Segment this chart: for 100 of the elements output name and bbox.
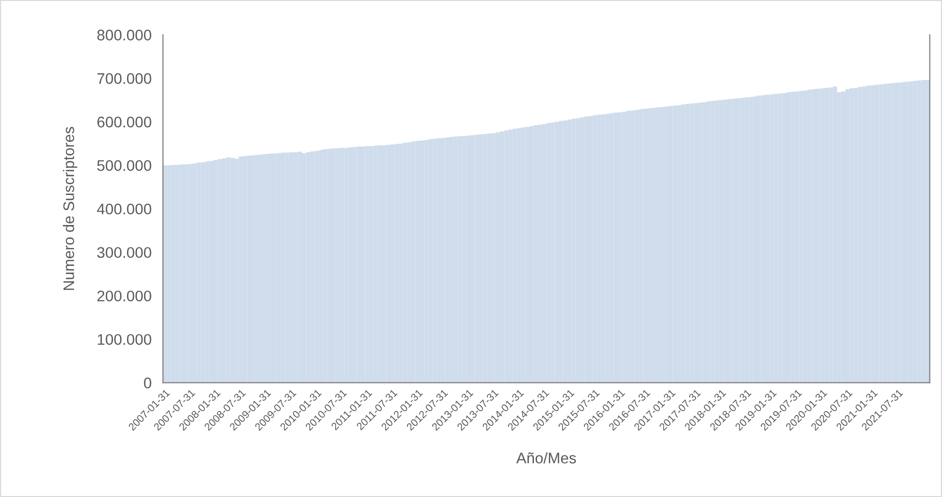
bar: [512, 128, 517, 383]
bar: [874, 84, 880, 383]
bar: [676, 105, 682, 383]
bar: [567, 120, 572, 383]
bar: [584, 116, 588, 383]
bar: [222, 158, 226, 383]
bar: [521, 127, 526, 383]
bar: [862, 86, 867, 383]
bar: [184, 164, 188, 383]
bar: [462, 136, 466, 383]
bar: [445, 137, 450, 383]
bar: [432, 138, 437, 383]
bar: [752, 96, 758, 383]
bar: [896, 82, 900, 383]
bar: [360, 146, 366, 383]
bar: [761, 95, 766, 383]
bar: [483, 134, 488, 383]
bar: [302, 153, 306, 383]
bar: [618, 112, 622, 383]
x-axis-title: Año/Mes: [516, 452, 576, 464]
bar: [858, 86, 862, 383]
bar: [243, 156, 248, 383]
bar: [719, 100, 724, 383]
bar: [664, 106, 669, 383]
bar: [614, 112, 618, 383]
bar: [394, 144, 399, 383]
bar: [879, 84, 884, 383]
bar: [230, 158, 235, 383]
bar: [272, 154, 277, 383]
bar: [196, 162, 201, 383]
bar: [436, 138, 442, 383]
bar: [572, 118, 576, 383]
bar: [714, 100, 720, 383]
bar: [331, 148, 336, 383]
bar: [803, 90, 808, 383]
bar: [841, 91, 846, 383]
bar: [706, 101, 711, 383]
bar: [336, 148, 340, 383]
bar: [643, 108, 648, 383]
bar: [652, 108, 656, 383]
bar: [685, 104, 690, 383]
y-tick-label: 200.000: [97, 290, 152, 302]
bar: [276, 153, 281, 383]
bar: [441, 138, 446, 383]
bar: [340, 148, 344, 383]
bar: [310, 151, 315, 383]
bar: [630, 110, 635, 383]
bar: [892, 83, 896, 383]
y-tick-label: 500.000: [97, 160, 152, 171]
bar: [474, 134, 479, 383]
bar: [824, 88, 829, 383]
bar: [736, 98, 740, 383]
bar: [866, 86, 871, 383]
bar: [508, 130, 513, 383]
bar: [318, 150, 324, 383]
bar: [694, 103, 698, 383]
bar: [690, 104, 694, 383]
bar: [176, 164, 180, 383]
bar: [289, 152, 294, 383]
y-tick-label: 100.000: [98, 334, 152, 345]
bar: [200, 162, 206, 383]
bar: [774, 94, 778, 383]
bar: [728, 99, 732, 383]
bar: [563, 120, 568, 383]
bar: [534, 125, 538, 383]
bar: [424, 140, 428, 383]
bar: [449, 136, 454, 383]
bar: [264, 154, 268, 383]
bar: [500, 131, 504, 383]
bar: [458, 136, 462, 383]
bar: [171, 164, 176, 383]
bar: [306, 152, 310, 383]
bar: [770, 94, 774, 383]
bar: [298, 152, 302, 383]
bar: [592, 115, 597, 383]
bar: [374, 146, 378, 383]
bar: [912, 80, 918, 383]
bar: [525, 126, 530, 383]
bar: [542, 124, 546, 383]
bar: [530, 126, 534, 383]
bar: [280, 152, 286, 383]
bar: [365, 146, 370, 383]
bar: [870, 85, 875, 383]
bar: [546, 123, 551, 383]
bar: [660, 106, 664, 383]
bar: [672, 106, 677, 383]
bar: [327, 148, 332, 383]
bar: [403, 142, 408, 383]
bar: [698, 102, 702, 383]
bar: [378, 145, 382, 383]
bar: [622, 112, 626, 383]
bar: [917, 80, 922, 383]
bar: [904, 82, 909, 383]
bar: [234, 158, 239, 383]
bar: [390, 144, 395, 383]
bar: [744, 97, 749, 383]
bar: [605, 114, 610, 383]
bar: [251, 155, 256, 383]
bar: [428, 139, 433, 383]
bar: [883, 84, 888, 383]
